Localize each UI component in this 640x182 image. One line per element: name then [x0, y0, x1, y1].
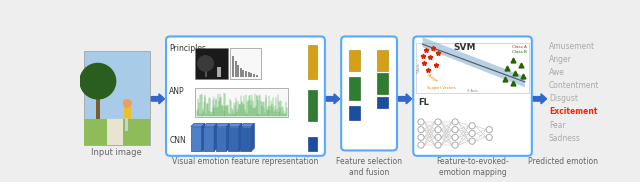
Bar — [124, 105, 131, 119]
Bar — [125, 118, 128, 131]
Text: Feature selection
and fusion: Feature selection and fusion — [336, 157, 402, 177]
Bar — [308, 45, 317, 79]
Polygon shape — [216, 123, 230, 126]
Polygon shape — [214, 123, 217, 151]
Bar — [241, 126, 252, 151]
Bar — [195, 48, 228, 79]
Text: Input image: Input image — [92, 148, 142, 157]
Bar — [377, 50, 388, 71]
Bar — [195, 88, 289, 117]
Circle shape — [435, 134, 441, 141]
Polygon shape — [202, 123, 205, 151]
Text: Fear: Fear — [549, 120, 566, 130]
Bar — [107, 119, 123, 145]
Bar — [349, 106, 360, 120]
Circle shape — [452, 142, 458, 148]
Text: SVM: SVM — [454, 43, 476, 52]
FancyArrow shape — [326, 94, 340, 104]
Bar — [240, 68, 242, 76]
Bar — [377, 73, 388, 94]
Bar — [417, 43, 529, 93]
FancyBboxPatch shape — [341, 36, 397, 151]
Circle shape — [452, 134, 458, 141]
Text: ANP: ANP — [169, 87, 185, 96]
Text: Y Axis: Y Axis — [417, 63, 421, 74]
Text: X Axis: X Axis — [467, 89, 478, 93]
FancyArrow shape — [151, 94, 164, 104]
Bar — [377, 96, 388, 108]
Text: Class A: Class A — [511, 45, 527, 49]
FancyArrow shape — [533, 94, 547, 104]
Bar — [204, 126, 214, 151]
Text: Predicted emotion: Predicted emotion — [528, 157, 598, 166]
Polygon shape — [241, 123, 254, 126]
Text: Contentment: Contentment — [549, 81, 600, 90]
Circle shape — [80, 64, 116, 99]
Polygon shape — [422, 37, 525, 87]
Text: Feature-to-evoked-
emotion mapping: Feature-to-evoked- emotion mapping — [436, 157, 509, 177]
Bar — [245, 71, 247, 76]
Text: Anger: Anger — [549, 55, 572, 64]
Polygon shape — [252, 123, 254, 151]
Circle shape — [418, 119, 424, 125]
Bar — [308, 90, 317, 121]
Circle shape — [124, 100, 131, 107]
Text: Excitement: Excitement — [549, 107, 597, 116]
Text: Disgust: Disgust — [549, 94, 578, 103]
Text: Support Vectors: Support Vectors — [428, 86, 456, 90]
Text: Principles: Principles — [169, 44, 206, 53]
Text: Amusement: Amusement — [549, 42, 595, 51]
Bar — [234, 61, 237, 76]
Polygon shape — [204, 123, 217, 126]
Bar — [230, 48, 260, 79]
Circle shape — [452, 126, 458, 133]
Polygon shape — [228, 123, 242, 126]
Bar — [308, 137, 317, 151]
Bar — [191, 126, 202, 151]
Text: Margin: Margin — [426, 73, 439, 84]
Bar — [255, 75, 257, 76]
Text: CNN: CNN — [169, 136, 186, 145]
Bar — [217, 66, 221, 77]
Circle shape — [469, 138, 476, 144]
Circle shape — [469, 123, 476, 129]
Text: Visual emotion feature representation: Visual emotion feature representation — [172, 157, 319, 166]
Circle shape — [435, 119, 441, 125]
Circle shape — [486, 134, 492, 141]
Bar — [84, 51, 150, 145]
FancyArrow shape — [399, 94, 412, 104]
Bar — [228, 126, 239, 151]
Circle shape — [486, 126, 492, 133]
Circle shape — [435, 126, 441, 133]
Bar — [205, 68, 207, 77]
Bar — [216, 126, 227, 151]
Bar — [96, 92, 100, 119]
Bar — [349, 76, 360, 100]
Bar — [243, 70, 244, 76]
Bar — [349, 50, 360, 71]
Bar — [237, 65, 239, 76]
Bar — [250, 73, 252, 76]
Circle shape — [198, 56, 213, 71]
Bar — [232, 56, 234, 76]
Bar — [84, 119, 150, 145]
Circle shape — [452, 119, 458, 125]
Polygon shape — [239, 123, 242, 151]
FancyBboxPatch shape — [166, 36, 325, 156]
Text: Sadness: Sadness — [549, 134, 580, 143]
Polygon shape — [191, 123, 205, 126]
Polygon shape — [227, 123, 230, 151]
Circle shape — [435, 142, 441, 148]
Bar — [248, 72, 250, 76]
Circle shape — [469, 130, 476, 136]
Circle shape — [418, 126, 424, 133]
Text: Awe: Awe — [549, 68, 564, 77]
Bar — [253, 74, 255, 76]
Circle shape — [418, 142, 424, 148]
Text: FL: FL — [418, 98, 429, 107]
Text: Class B: Class B — [511, 50, 527, 54]
Circle shape — [418, 134, 424, 141]
FancyBboxPatch shape — [413, 36, 532, 156]
